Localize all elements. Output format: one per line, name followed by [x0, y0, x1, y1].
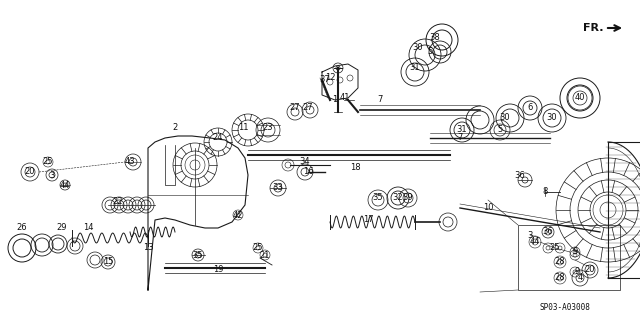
Text: 26: 26 — [17, 224, 28, 233]
Text: 6: 6 — [527, 103, 532, 113]
Text: 5: 5 — [428, 48, 433, 56]
Text: 28: 28 — [555, 273, 565, 283]
Text: 4: 4 — [577, 273, 582, 283]
Text: 30: 30 — [547, 114, 557, 122]
Text: 19: 19 — [212, 265, 223, 275]
Text: 3: 3 — [527, 231, 532, 240]
Text: 40: 40 — [575, 93, 585, 102]
Text: 21: 21 — [260, 250, 270, 259]
Text: 24: 24 — [212, 133, 223, 143]
Text: 7: 7 — [378, 95, 383, 105]
Text: 31: 31 — [410, 63, 420, 72]
Text: 25: 25 — [550, 243, 560, 253]
Text: 11: 11 — [237, 123, 248, 132]
Text: 37: 37 — [319, 76, 330, 85]
Text: 35: 35 — [193, 250, 204, 259]
Text: 41: 41 — [340, 93, 350, 102]
Text: 5: 5 — [497, 125, 502, 135]
Text: 20: 20 — [585, 265, 595, 275]
Text: 34: 34 — [300, 158, 310, 167]
Text: 3: 3 — [49, 170, 54, 180]
Text: 9: 9 — [574, 268, 580, 277]
Text: 33: 33 — [273, 183, 284, 192]
Text: SP03-A03008: SP03-A03008 — [540, 303, 591, 313]
Text: 20: 20 — [25, 167, 35, 176]
Text: 12: 12 — [324, 73, 335, 83]
Text: 17: 17 — [363, 216, 373, 225]
Text: 25: 25 — [43, 158, 53, 167]
Text: 1: 1 — [332, 95, 338, 105]
Text: 8: 8 — [542, 188, 548, 197]
Text: 14: 14 — [83, 224, 93, 233]
Text: 13: 13 — [143, 243, 154, 253]
Text: 28: 28 — [555, 257, 565, 266]
Text: 29: 29 — [57, 224, 67, 233]
Text: 44: 44 — [530, 238, 540, 247]
Text: 16: 16 — [303, 167, 314, 176]
Text: 44: 44 — [60, 181, 70, 189]
Bar — [518, 225, 620, 290]
Text: 39: 39 — [403, 194, 413, 203]
Text: 38: 38 — [429, 33, 440, 42]
Text: 36: 36 — [543, 227, 554, 236]
Text: 27: 27 — [290, 103, 300, 113]
Text: 9: 9 — [572, 248, 578, 256]
Text: 2: 2 — [172, 123, 178, 132]
Text: FR.: FR. — [583, 23, 604, 33]
Text: 32: 32 — [393, 194, 403, 203]
Text: 18: 18 — [349, 164, 360, 173]
Text: 10: 10 — [483, 204, 493, 212]
Text: 25: 25 — [253, 243, 263, 253]
Text: 23: 23 — [262, 123, 273, 132]
Text: 36: 36 — [515, 170, 525, 180]
Text: 7: 7 — [458, 133, 463, 143]
Text: 30: 30 — [500, 114, 510, 122]
Text: 27: 27 — [303, 103, 314, 113]
Text: 15: 15 — [103, 257, 113, 266]
Text: 43: 43 — [125, 158, 135, 167]
Text: 22: 22 — [113, 197, 124, 206]
Text: 30: 30 — [413, 43, 423, 53]
Text: 31: 31 — [457, 125, 467, 135]
Text: 35: 35 — [372, 194, 383, 203]
Text: 42: 42 — [233, 211, 243, 219]
